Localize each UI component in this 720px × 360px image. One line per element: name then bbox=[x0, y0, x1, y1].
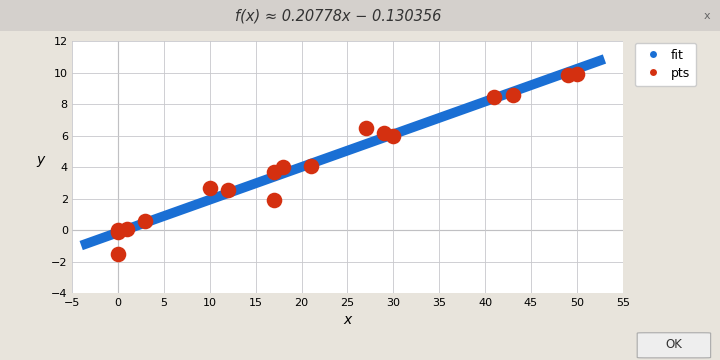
Point bbox=[488, 94, 500, 99]
Point bbox=[305, 163, 317, 169]
Point bbox=[360, 125, 372, 131]
Point bbox=[112, 228, 124, 233]
Legend: fit, pts: fit, pts bbox=[634, 42, 696, 86]
Point bbox=[121, 226, 132, 232]
Point bbox=[562, 72, 574, 78]
Y-axis label: y: y bbox=[36, 153, 45, 167]
Point bbox=[222, 187, 234, 193]
Point bbox=[507, 92, 518, 98]
Point bbox=[571, 72, 582, 77]
Text: x: x bbox=[703, 11, 711, 21]
FancyBboxPatch shape bbox=[637, 333, 711, 358]
Point bbox=[277, 165, 289, 170]
Text: f(x) ≈ 0.20778x − 0.130356: f(x) ≈ 0.20778x − 0.130356 bbox=[235, 8, 441, 23]
Point bbox=[387, 133, 399, 139]
Point bbox=[268, 198, 279, 203]
X-axis label: x: x bbox=[343, 313, 351, 327]
Point bbox=[112, 229, 124, 235]
Point bbox=[112, 251, 124, 257]
Point bbox=[140, 218, 151, 224]
Point bbox=[379, 130, 390, 136]
Text: OK: OK bbox=[665, 338, 683, 351]
Point bbox=[204, 185, 215, 191]
Point bbox=[268, 169, 279, 175]
